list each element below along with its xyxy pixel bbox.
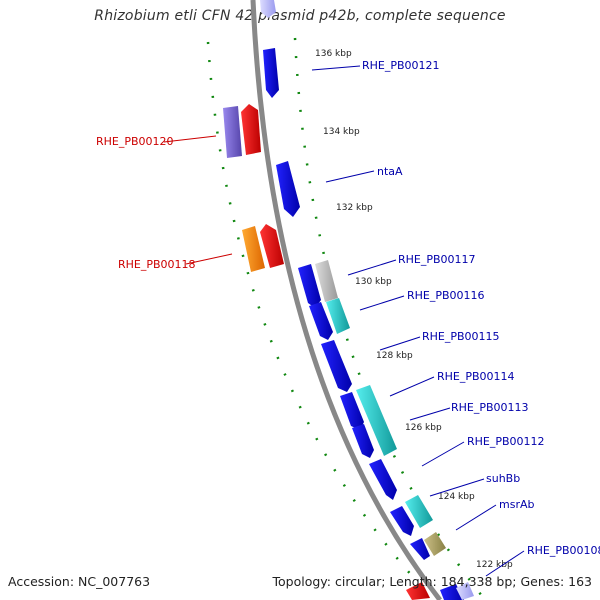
gene-label-msrab: msrAb — [499, 498, 534, 511]
tick-label: 134 kbp — [323, 127, 360, 137]
gene-label-rhe-pb00112: RHE_PB00112 — [467, 435, 545, 448]
gene-label-rhe-pb00115: RHE_PB00115 — [422, 330, 500, 343]
tick-label: 136 kbp — [315, 49, 352, 59]
gene-arrow-rhe-pb00112 — [352, 424, 374, 458]
gene-arrow-rhe-pb00118-red — [260, 224, 284, 268]
gene-label-rhe-pb00116: RHE_PB00116 — [407, 289, 485, 302]
gene-arrow-msrab-blue — [390, 506, 414, 536]
accession-text: Accession: NC_007763 — [8, 574, 151, 589]
gene-label-rhe-pb00121: RHE_PB00121 — [362, 59, 440, 72]
gene-arrow-rhe-pb00113-cyan — [356, 385, 397, 456]
gene-arrow-bottom-red — [406, 582, 430, 600]
gene-label-ntaa: ntaA — [377, 165, 403, 178]
gene-arrow-rhe-pb00117-gray — [315, 260, 338, 302]
gene-label-suhbb: suhBb — [486, 472, 520, 485]
gene-label-rhe-pb00120: RHE_PB00120 — [96, 135, 174, 148]
gene-arrow-ntaa — [276, 161, 300, 217]
plasmid-backbone — [250, 0, 442, 600]
gene-arrow-rhe-pb00115 — [321, 340, 352, 392]
gene-arrow-rhe-pb00120-red — [241, 104, 261, 155]
tick-label: 132 kbp — [336, 203, 373, 213]
gene-label-rhe-pb00114: RHE_PB00114 — [437, 370, 515, 383]
gene-arrow-rhe-pb00112-b — [369, 459, 397, 500]
map-title: Rhizobium etli CFN 42 plasmid p42b, comp… — [94, 8, 506, 24]
gene-label-rhe-pb00117: RHE_PB00117 — [398, 253, 476, 266]
gene-arrow-rhe-pb00121 — [263, 48, 279, 98]
tick-label: 128 kbp — [376, 351, 413, 361]
gene-arrow-rhe-pb00116 — [309, 302, 333, 340]
gene-labels: RHE_PB00121 ntaA RHE_PB00117 RHE_PB00116… — [96, 59, 600, 557]
gene-arrow-rhe-pb00114 — [340, 392, 364, 430]
gene-arrow-rhe-pb00118-orange — [242, 226, 265, 272]
topology-summary: Topology: circular; Length: 184,338 bp; … — [272, 574, 593, 589]
tick-label: 130 kbp — [355, 277, 392, 287]
forward-strand-genes — [223, 104, 430, 600]
gene-arrow-rhe-pb00120-purple — [223, 106, 242, 158]
gene-arrow-msrab — [424, 532, 446, 556]
gene-arrow-suhbb — [405, 495, 433, 528]
kbp-tick-labels: 136 kbp 134 kbp 132 kbp 130 kbp 128 kbp … — [315, 49, 513, 570]
tick-label: 124 kbp — [438, 492, 475, 502]
gene-label-rhe-pb00113: RHE_PB00113 — [451, 401, 529, 414]
gene-arrow-rhe-pb00116-cyan — [326, 298, 350, 334]
tick-label: 122 kbp — [476, 560, 513, 570]
gene-label-rhe-pb00108: RHE_PB00108 — [527, 544, 600, 557]
gene-arrow-rhe-pb00117 — [298, 264, 321, 308]
reverse-strand-genes — [260, 0, 474, 600]
gene-label-rhe-pb00118: RHE_PB00118 — [118, 258, 196, 271]
gene-arrow-rhe-pb00108 — [410, 538, 430, 560]
gene-arrow-bottom-light — [456, 582, 474, 600]
gene-arrow-top-light — [260, 0, 276, 18]
tick-label: 126 kbp — [405, 423, 442, 433]
label-leader-lines — [163, 65, 525, 577]
